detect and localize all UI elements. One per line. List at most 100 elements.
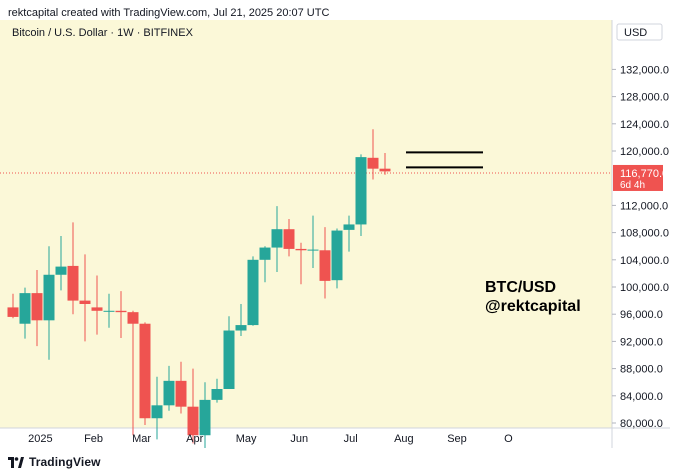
y-tick-label: 124,000.0: [620, 119, 669, 131]
candle-body: [19, 293, 31, 324]
candle-body: [331, 230, 343, 281]
candle[interactable]: [19, 287, 31, 339]
candle[interactable]: [55, 236, 67, 291]
candle[interactable]: [367, 129, 379, 180]
candle[interactable]: [175, 361, 187, 414]
x-tick-label: O: [504, 433, 513, 445]
candle[interactable]: [31, 270, 43, 347]
candle-body: [187, 406, 199, 436]
y-tick-label: 108,000.0: [620, 228, 669, 240]
y-tick-label: 132,000.0: [620, 64, 669, 76]
currency-label: USD: [624, 27, 647, 39]
plot-background: [0, 20, 612, 428]
candle-body: [379, 168, 391, 172]
candle-body: [91, 307, 103, 311]
candle-body: [307, 249, 319, 251]
candle[interactable]: [163, 365, 175, 411]
candle[interactable]: [271, 206, 283, 273]
candle[interactable]: [307, 215, 319, 268]
candle[interactable]: [67, 222, 79, 315]
x-tick-label: Mar: [132, 433, 151, 445]
candle[interactable]: [103, 293, 115, 328]
candle-body: [259, 247, 271, 260]
y-tick-label: 88,000.0: [620, 364, 663, 376]
annotation-handle: @rektcapital: [485, 298, 581, 315]
candle-body: [31, 293, 43, 321]
candle[interactable]: [343, 215, 355, 252]
tradingview-logo-icon: [8, 456, 24, 468]
y-tick-label: 100,000.0: [620, 282, 669, 294]
candle-body: [367, 157, 379, 169]
candle[interactable]: [379, 153, 391, 175]
candle[interactable]: [223, 316, 235, 389]
candle[interactable]: [187, 368, 199, 444]
candle-body: [355, 157, 367, 225]
candle-body: [175, 380, 187, 407]
y-tick-label: 80,000.0: [620, 418, 663, 430]
x-tick-label: 2025: [28, 433, 52, 445]
candle-body: [7, 307, 19, 317]
y-tick-label: 112,000.0: [620, 200, 668, 212]
y-tick-label: 120,000.0: [620, 146, 669, 158]
y-tick-label: 128,000.0: [620, 92, 669, 104]
y-tick-label: 84,000.0: [620, 391, 663, 403]
candle-body: [343, 224, 355, 230]
candle[interactable]: [91, 275, 103, 335]
candle-body: [283, 229, 295, 249]
candle-body: [103, 310, 115, 312]
candle-body: [235, 325, 247, 331]
candle-body: [67, 265, 79, 301]
candle-body: [163, 380, 175, 406]
candle[interactable]: [211, 378, 223, 403]
candle[interactable]: [319, 227, 331, 299]
candle[interactable]: [115, 291, 127, 338]
candle-body: [43, 274, 55, 321]
candle-body: [127, 312, 139, 324]
chart-title: Bitcoin / U.S. Dollar · 1W · BITFINEX: [12, 27, 194, 39]
x-tick-label: Feb: [84, 433, 103, 445]
annotation-pair: BTC/USD: [485, 279, 556, 296]
candle[interactable]: [43, 246, 55, 360]
candle[interactable]: [295, 242, 307, 285]
current-price-badge: [613, 164, 663, 191]
current-price-value: 116,770.0: [620, 168, 668, 180]
candle-body: [211, 389, 223, 400]
x-tick-label: Jul: [344, 433, 358, 445]
candle-body: [199, 399, 211, 436]
currency-button[interactable]: [616, 23, 663, 41]
candle[interactable]: [151, 376, 163, 440]
candle[interactable]: [139, 322, 151, 426]
y-tick-label: 104,000.0: [620, 255, 669, 267]
candle[interactable]: [331, 228, 343, 289]
candle[interactable]: [283, 219, 295, 257]
candle-body: [79, 300, 91, 304]
candle[interactable]: [355, 154, 367, 236]
candlestick-chart[interactable]: Bitcoin / U.S. Dollar · 1W · BITFINEX US…: [0, 20, 670, 461]
x-tick-label: Aug: [394, 433, 414, 445]
chart-container[interactable]: Bitcoin / U.S. Dollar · 1W · BITFINEX US…: [0, 20, 670, 461]
candle-body: [271, 229, 283, 248]
y-tick-label: 96,000.0: [620, 309, 663, 321]
candle[interactable]: [199, 382, 211, 461]
x-tick-label: May: [236, 433, 257, 445]
footer-brand: TradingView: [29, 455, 101, 469]
tradingview-footer[interactable]: TradingView: [8, 454, 101, 470]
candle[interactable]: [79, 254, 91, 342]
candle-body: [139, 323, 151, 419]
candle[interactable]: [247, 256, 259, 326]
candle[interactable]: [259, 246, 271, 283]
candle-countdown: 6d 4h: [620, 180, 645, 191]
candle[interactable]: [127, 310, 139, 436]
candle-body: [223, 330, 235, 389]
candle-body: [319, 250, 331, 281]
chart-caption: rektcapital created with TradingView.com…: [8, 7, 330, 19]
x-tick-label: Sep: [447, 433, 467, 445]
x-tick-label: Apr: [186, 433, 203, 445]
y-tick-label: 92,000.0: [620, 336, 663, 348]
candle-body: [115, 310, 127, 313]
candle-body: [151, 405, 163, 419]
candle[interactable]: [7, 293, 19, 319]
x-tick-label: Jun: [290, 433, 308, 445]
candle[interactable]: [235, 304, 247, 336]
candle-body: [247, 259, 259, 326]
